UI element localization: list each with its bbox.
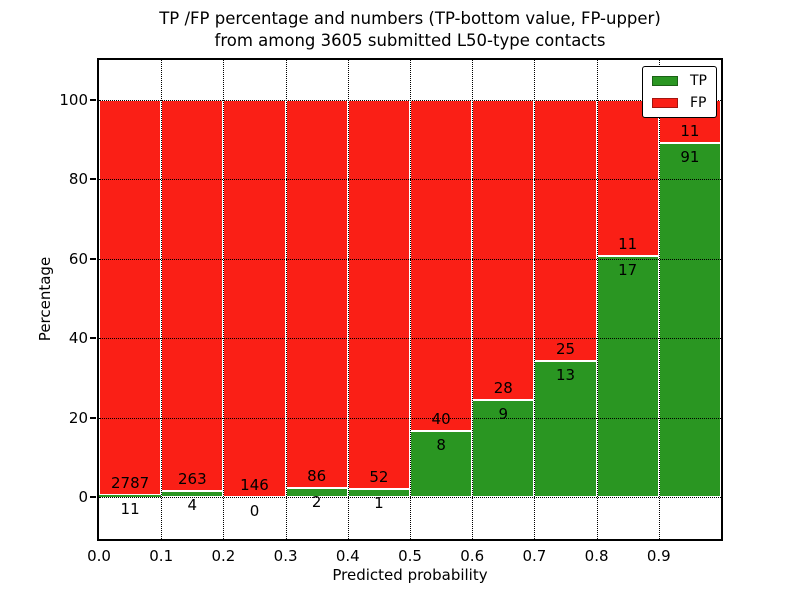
y-axis-tick — [90, 99, 96, 101]
x-tick-label: 0.6 — [460, 547, 485, 565]
x-tick-label: 0.0 — [87, 547, 111, 565]
gridline-vertical — [223, 60, 225, 539]
fp-legend-swatch-icon — [652, 98, 678, 108]
bar-segment-fp — [285, 100, 348, 488]
tp-count-label: 0 — [249, 502, 260, 520]
fp-count-label: 86 — [307, 466, 327, 485]
bar-segment-tp — [596, 255, 659, 497]
fp-count-label: 2787 — [111, 474, 150, 493]
x-tick-label: 0.4 — [335, 547, 360, 565]
y-axis-tick — [90, 257, 96, 260]
plot-area: TP FP 2787 11 263 4 146 0 86 2 52 1 40 8 28 9 25 13 11 17… — [97, 58, 723, 541]
gridline-vertical — [285, 60, 287, 539]
y-tick-label: 60 — [68, 249, 88, 268]
chart-title-line2: from among 3605 submitted L50-type conta… — [214, 31, 606, 50]
gridline-horizontal — [99, 497, 721, 498]
y-tick-label: 0 — [78, 488, 88, 506]
x-tick-label: 0.2 — [211, 547, 236, 565]
gridline-vertical — [658, 60, 660, 539]
tp-legend-swatch-icon — [652, 76, 678, 86]
gridline-vertical — [410, 60, 411, 539]
tp-count-label: 13 — [555, 366, 576, 385]
tp-count-label: 4 — [187, 496, 198, 515]
x-tick-label: 0.7 — [522, 547, 547, 565]
y-tick-label: 20 — [68, 408, 88, 427]
chart-title-line1: TP /FP percentage and numbers (TP-bottom… — [159, 9, 661, 28]
tp-count-label: 17 — [618, 260, 638, 279]
gridline-vertical — [534, 60, 536, 539]
bar-segment-fp — [99, 100, 162, 496]
gridline-vertical — [472, 60, 474, 539]
fp-count-label: 146 — [240, 476, 269, 494]
tp-count-label: 2 — [311, 492, 322, 511]
fp-count-label: 263 — [177, 470, 207, 489]
bar-segment-fp — [410, 100, 473, 431]
y-axis-tick — [90, 337, 96, 340]
legend: TP FP — [642, 66, 717, 118]
y-tick-label: 100 — [59, 91, 88, 109]
chart-title: TP /FP percentage and numbers (TP-bottom… — [97, 8, 723, 52]
fp-count-label: 11 — [618, 234, 638, 253]
x-tick-label: 0.8 — [584, 547, 609, 565]
bar-segment-tp — [658, 142, 721, 497]
fp-count-label: 52 — [369, 468, 389, 487]
fp-count-label: 28 — [493, 379, 513, 398]
legend-label-tp: TP — [690, 73, 707, 89]
bar-segment-fp — [347, 100, 410, 490]
y-axis-tick — [90, 178, 96, 181]
tp-count-label: 9 — [498, 405, 509, 424]
fp-count-label: 11 — [680, 121, 700, 140]
y-axis-tick — [90, 416, 96, 419]
tp-count-label: 8 — [436, 435, 446, 454]
gridline-horizontal — [99, 179, 721, 181]
bar-segment-fp — [161, 100, 224, 492]
gridline-horizontal — [99, 338, 721, 340]
y-tick-label: 40 — [68, 329, 88, 348]
gridline-vertical — [347, 60, 349, 539]
gridline-horizontal — [99, 258, 721, 260]
gridline-horizontal — [99, 100, 721, 101]
tp-count-label: 91 — [680, 147, 700, 166]
gridline-vertical — [161, 60, 163, 539]
bar-segment-tp — [410, 430, 473, 497]
gridline-horizontal — [99, 417, 721, 419]
legend-label-fp: FP — [690, 95, 707, 111]
x-axis-label: Predicted probability — [332, 566, 488, 584]
y-tick-label: 80 — [68, 170, 88, 189]
bar-segment-tp — [99, 495, 162, 497]
x-tick-label: 0.9 — [646, 547, 671, 565]
x-tick-label: 0.1 — [149, 547, 174, 565]
x-tick-label: 0.3 — [273, 547, 298, 565]
bar-segment-fp — [472, 100, 535, 401]
tp-count-label: 1 — [374, 494, 384, 513]
y-axis-tick — [90, 496, 96, 498]
tp-count-label: 11 — [120, 500, 140, 519]
fp-count-label: 40 — [431, 409, 451, 428]
legend-entry-fp: FP — [652, 96, 707, 110]
bar-segment-fp — [534, 100, 597, 362]
x-tick-label: 0.5 — [398, 547, 422, 565]
fp-count-label: 25 — [555, 340, 576, 359]
legend-entry-tp: TP — [652, 74, 707, 88]
bar-segment-fp — [223, 100, 286, 497]
gridline-vertical — [596, 60, 598, 539]
bar-segment-fp — [596, 100, 659, 256]
